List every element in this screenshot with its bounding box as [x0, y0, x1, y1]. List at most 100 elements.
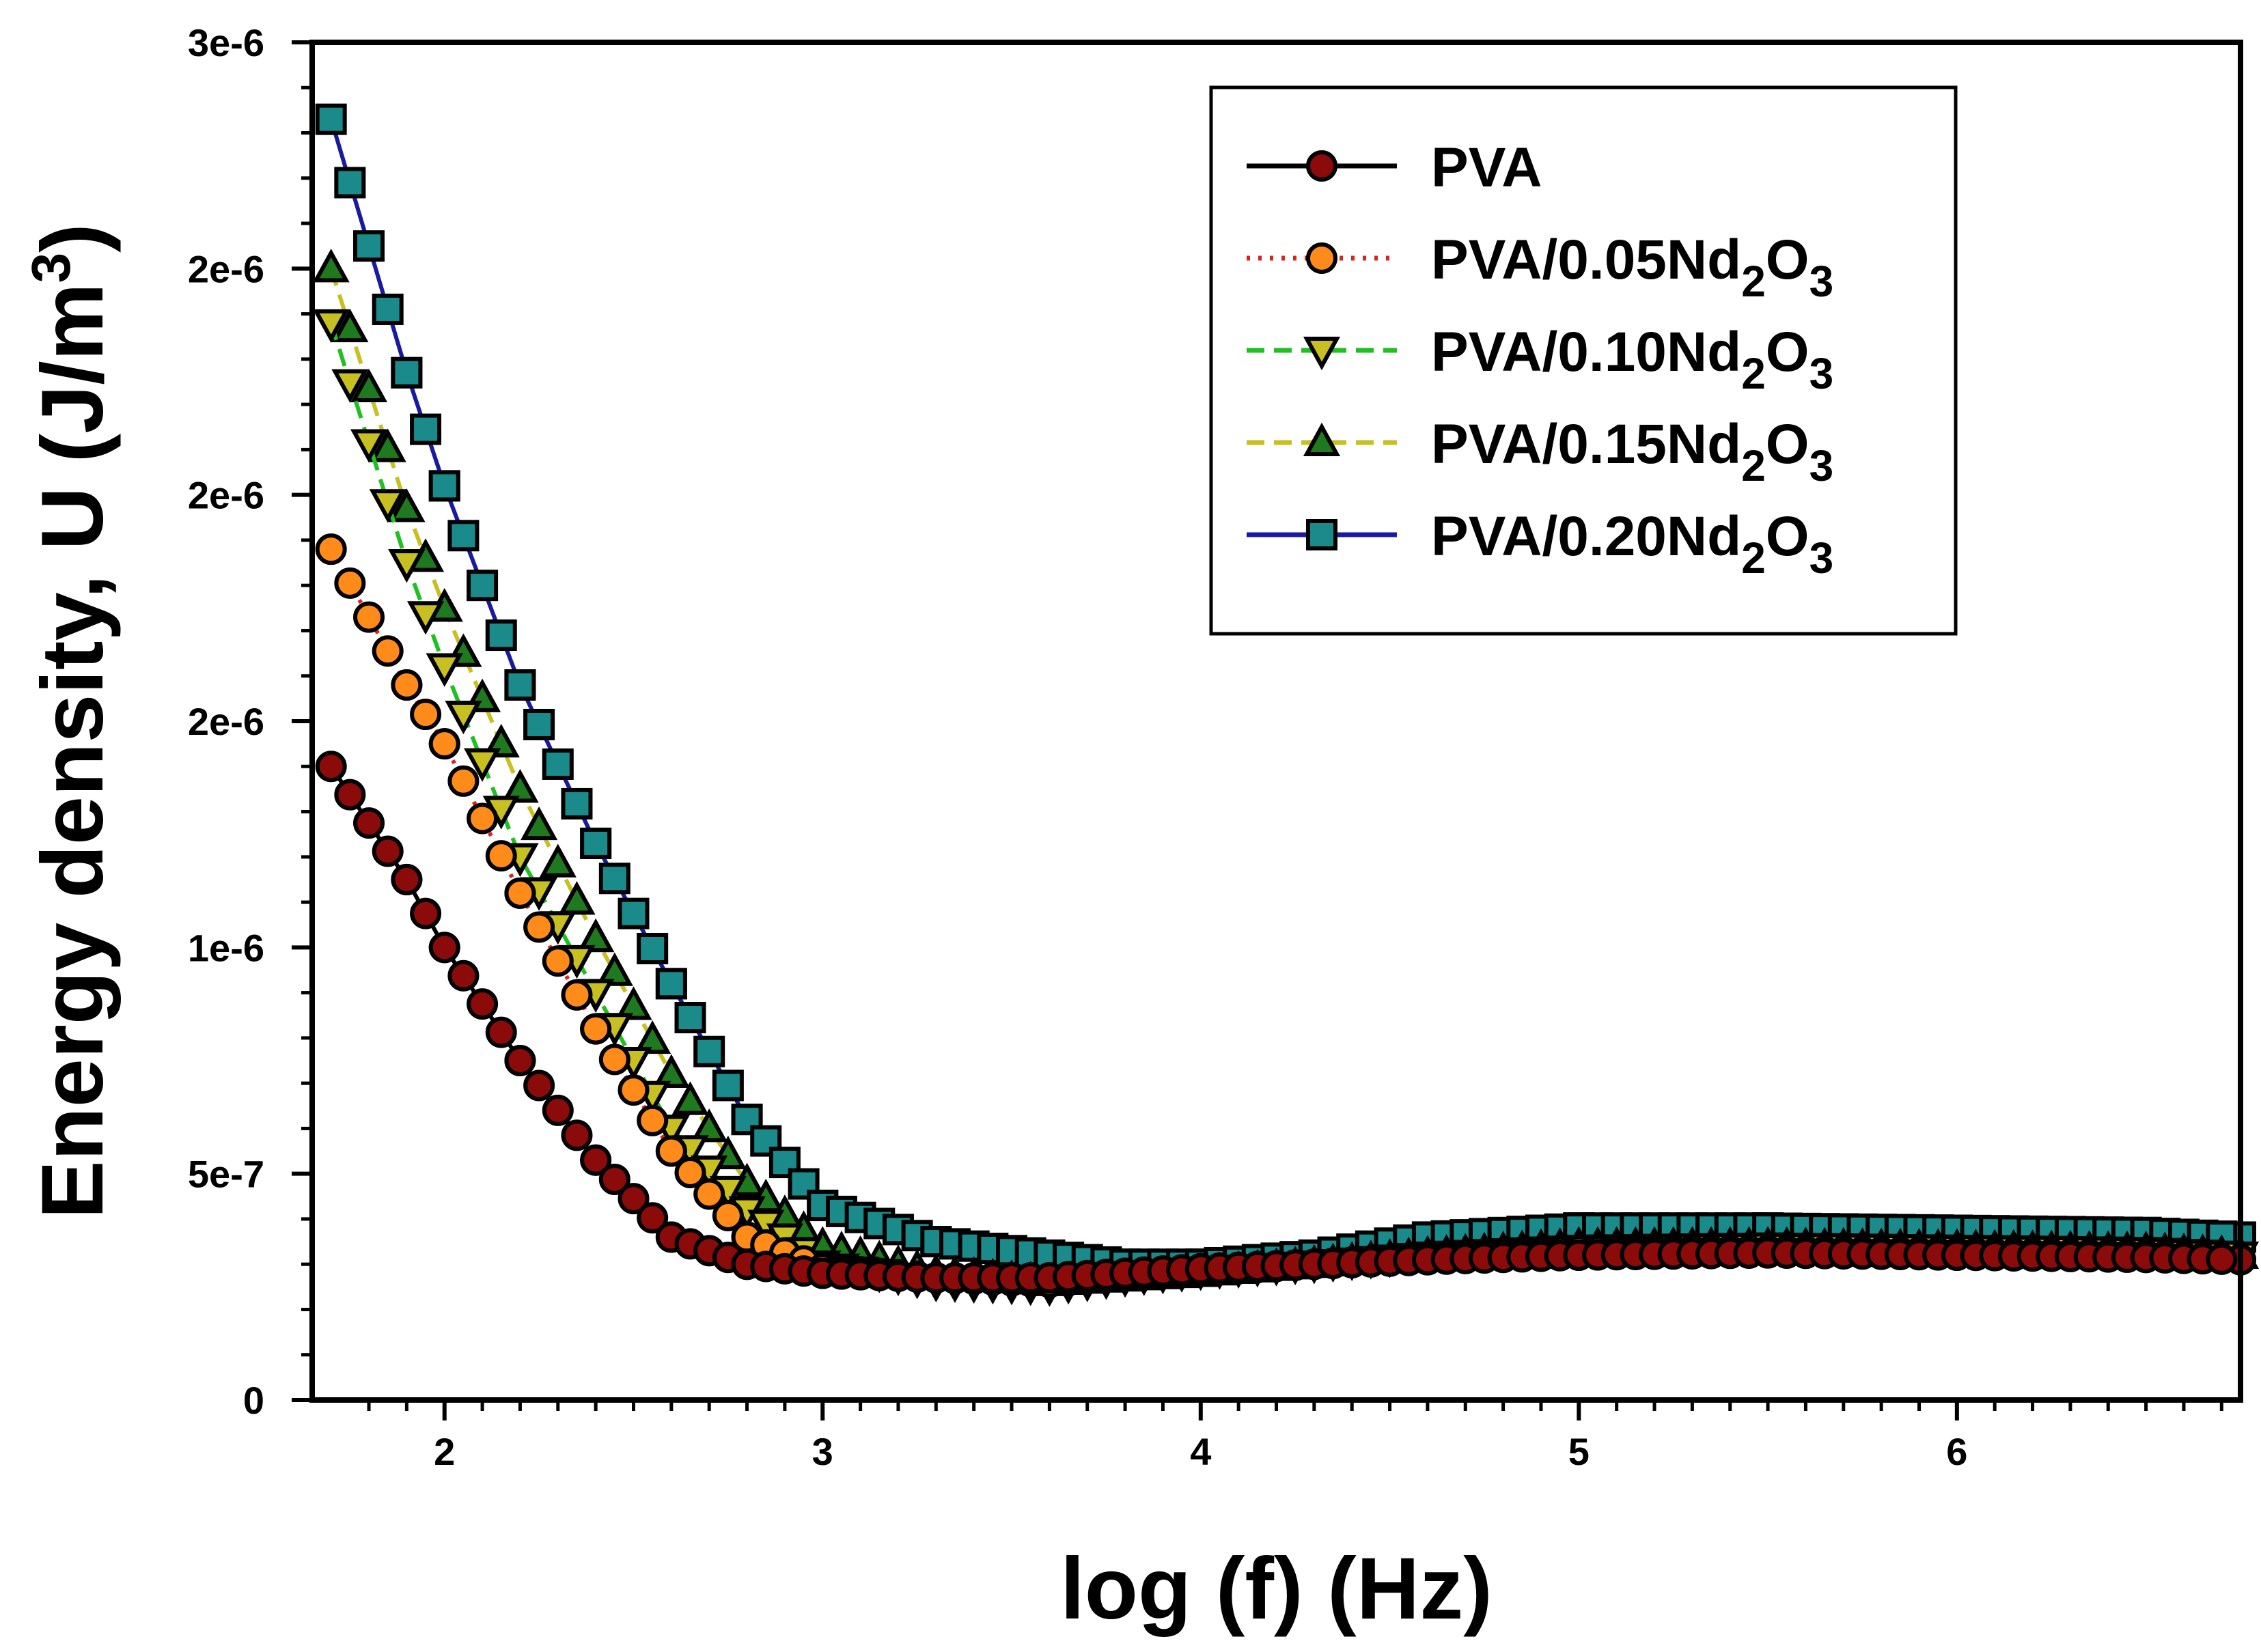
y-tick-label: 5e-7	[188, 1153, 264, 1196]
series-marker	[693, 1178, 725, 1210]
legend-label-base: PVA/0.20Nd	[1431, 505, 1741, 568]
series-marker	[353, 807, 385, 839]
series-marker	[712, 1199, 744, 1231]
series-marker	[788, 1168, 820, 1200]
y-tick-label: 2e-6	[188, 247, 264, 290]
legend-label-base: PVA/0.10Nd	[1431, 321, 1741, 383]
series-marker	[428, 470, 460, 502]
series-marker	[334, 567, 366, 599]
series-marker	[372, 835, 404, 867]
legend-label-sub: 3	[1809, 533, 1834, 583]
series-marker	[391, 356, 423, 389]
series-marker	[501, 769, 539, 803]
legend-label-mid: O	[1766, 321, 1809, 383]
series-marker	[350, 429, 388, 463]
y-tick-label: 3e-6	[188, 21, 264, 64]
series-marker	[618, 897, 650, 929]
series-marker	[655, 968, 687, 1000]
legend: PVAPVA/0.05Nd2O3PVA/0.10Nd2O3PVA/0.15Nd2…	[1209, 85, 1958, 636]
y-tick-label: 1e-6	[188, 926, 264, 969]
series-marker	[2206, 1243, 2238, 1275]
series-marker	[428, 728, 460, 760]
legend-marker	[1306, 519, 1337, 550]
series-marker	[447, 520, 480, 552]
legend-label: PVA/0.15Nd2O3	[1431, 413, 1833, 490]
legend-marker	[1303, 337, 1341, 371]
series-marker	[410, 699, 442, 731]
series-marker	[580, 827, 612, 859]
x-tick-label: 6	[1946, 1430, 1967, 1473]
y-axis-title-sup: 3	[20, 253, 81, 283]
legend-label-sub: 2	[1741, 533, 1766, 583]
series-marker	[618, 1183, 650, 1215]
series-marker	[331, 369, 369, 403]
y-tick-label: 2e-6	[188, 474, 264, 517]
legend-item: PVA/0.10Nd2O3	[1247, 321, 1833, 398]
series-marker	[521, 806, 558, 841]
series-marker	[693, 1035, 725, 1067]
series-marker	[391, 669, 423, 701]
legend-marker	[1306, 150, 1337, 182]
series-marker	[504, 1045, 536, 1076]
x-axis-title: log (f) (Hz)	[1060, 1540, 1493, 1638]
series-marker	[598, 863, 630, 895]
legend-item: PVA/0.15Nd2O3	[1247, 413, 1833, 490]
series-marker	[331, 308, 369, 343]
series-marker	[598, 1163, 630, 1195]
series-marker	[523, 1069, 555, 1102]
series-marker	[350, 368, 388, 402]
series-marker	[577, 918, 615, 953]
series-marker	[523, 708, 555, 740]
series-marker	[485, 619, 517, 652]
series-marker	[691, 1108, 728, 1143]
series-marker	[539, 843, 577, 878]
legend-label: PVA/0.10Nd2O3	[1431, 321, 1833, 398]
legend-item: PVA/0.20Nd2O3	[1247, 505, 1833, 583]
data-point	[312, 309, 350, 344]
series-marker	[637, 1104, 669, 1136]
legend-marker	[1303, 422, 1341, 456]
series-marker	[652, 1054, 690, 1088]
series-marker	[353, 601, 385, 633]
series-marker	[768, 1147, 801, 1179]
series-marker	[334, 779, 366, 811]
series-marker	[580, 1013, 612, 1045]
legend-box	[1209, 85, 1958, 636]
y-axis-title-close: )	[24, 223, 122, 253]
series-marker	[410, 897, 442, 929]
series-marker	[523, 911, 555, 943]
legend-label-sub: 2	[1741, 349, 1766, 398]
series-marker	[596, 952, 633, 986]
series-marker	[598, 1044, 630, 1076]
series-marker	[558, 881, 596, 915]
legend-label-mid: O	[1766, 413, 1809, 475]
y-tick-label: 0	[243, 1379, 264, 1422]
series-marker	[485, 1016, 517, 1048]
data-point	[312, 249, 350, 283]
series-marker	[561, 1119, 593, 1151]
legend-label-sub: 3	[1809, 441, 1834, 490]
series-marker	[388, 549, 426, 583]
y-axis-title: Energy density, U (J/m3)	[20, 223, 122, 1219]
legend-label-mid: O	[1766, 505, 1809, 568]
series-marker	[618, 1074, 650, 1106]
x-tick-label: 4	[1190, 1430, 1211, 1473]
legend-label-sub: 2	[1741, 441, 1766, 490]
series-marker	[712, 1069, 744, 1102]
series-marker	[542, 945, 574, 977]
legend-label: PVA	[1431, 137, 1542, 199]
series-marker	[655, 1135, 687, 1167]
series-4	[315, 751, 2256, 1294]
series-marker	[637, 932, 669, 964]
series-marker	[504, 669, 536, 701]
data-point	[315, 103, 347, 135]
series-marker	[671, 1081, 709, 1115]
data-point	[315, 751, 347, 783]
series-marker	[372, 635, 404, 667]
series-marker	[485, 840, 517, 872]
series-marker	[369, 489, 406, 523]
series-marker	[634, 1020, 671, 1054]
series-marker	[561, 979, 593, 1011]
legend-label-sub: 2	[1741, 257, 1766, 306]
